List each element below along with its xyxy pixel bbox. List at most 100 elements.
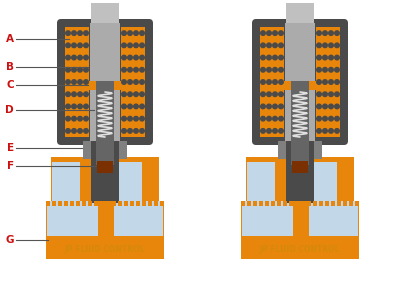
- Bar: [271, 254, 275, 259]
- Bar: [51, 157, 55, 162]
- Circle shape: [66, 68, 70, 72]
- Bar: [106, 201, 110, 206]
- Bar: [253, 254, 257, 259]
- Bar: [64, 254, 68, 259]
- Bar: [325, 254, 329, 259]
- Circle shape: [72, 68, 76, 72]
- Circle shape: [323, 129, 327, 133]
- Bar: [57, 157, 61, 162]
- Circle shape: [84, 92, 88, 97]
- Circle shape: [317, 80, 321, 84]
- Circle shape: [317, 116, 321, 121]
- Bar: [264, 157, 268, 162]
- Bar: [130, 254, 134, 259]
- Bar: [271, 201, 275, 206]
- Bar: [51, 157, 159, 201]
- Bar: [286, 141, 314, 203]
- Bar: [130, 201, 134, 206]
- Bar: [105, 157, 109, 162]
- Circle shape: [122, 55, 126, 60]
- Bar: [282, 157, 286, 162]
- Circle shape: [78, 68, 82, 72]
- Bar: [160, 254, 164, 259]
- Circle shape: [140, 104, 144, 109]
- Circle shape: [134, 116, 138, 121]
- Circle shape: [128, 116, 132, 121]
- Bar: [241, 254, 245, 259]
- Bar: [355, 201, 359, 206]
- Bar: [70, 201, 74, 206]
- Bar: [124, 254, 128, 259]
- Bar: [118, 254, 122, 259]
- Circle shape: [128, 55, 132, 60]
- Bar: [154, 254, 158, 259]
- Bar: [118, 201, 122, 206]
- Bar: [330, 157, 334, 162]
- Bar: [100, 201, 104, 206]
- Circle shape: [273, 92, 277, 97]
- Circle shape: [279, 43, 283, 48]
- Circle shape: [66, 31, 70, 36]
- Circle shape: [279, 104, 283, 109]
- Circle shape: [140, 68, 144, 72]
- Circle shape: [261, 129, 265, 133]
- Bar: [112, 254, 116, 259]
- Bar: [65, 27, 89, 137]
- Bar: [286, 3, 314, 23]
- Bar: [153, 157, 157, 162]
- Bar: [307, 254, 311, 259]
- Circle shape: [261, 92, 265, 97]
- Circle shape: [335, 80, 339, 84]
- Circle shape: [84, 129, 88, 133]
- Circle shape: [140, 116, 144, 121]
- Bar: [313, 201, 317, 206]
- Circle shape: [140, 43, 144, 48]
- Bar: [291, 81, 309, 165]
- Circle shape: [78, 80, 82, 84]
- Circle shape: [140, 129, 144, 133]
- Bar: [258, 157, 262, 162]
- Circle shape: [261, 104, 265, 109]
- Bar: [46, 201, 50, 206]
- Bar: [292, 161, 308, 173]
- Circle shape: [273, 31, 277, 36]
- Bar: [58, 254, 62, 259]
- Text: B: B: [6, 62, 14, 72]
- Circle shape: [267, 116, 271, 121]
- Bar: [301, 254, 305, 259]
- Bar: [87, 157, 91, 162]
- Circle shape: [279, 31, 283, 36]
- Bar: [64, 201, 68, 206]
- Circle shape: [84, 80, 88, 84]
- Bar: [252, 157, 256, 162]
- Text: JP FLUID CONTROL: JP FLUID CONTROL: [65, 246, 145, 255]
- Circle shape: [273, 104, 277, 109]
- Bar: [117, 157, 121, 162]
- Bar: [331, 201, 335, 206]
- Circle shape: [78, 116, 82, 121]
- Bar: [97, 161, 113, 173]
- Circle shape: [329, 104, 333, 109]
- Bar: [94, 201, 98, 206]
- Bar: [283, 254, 287, 259]
- Circle shape: [279, 55, 283, 60]
- Bar: [124, 201, 128, 206]
- Bar: [247, 254, 251, 259]
- Bar: [52, 201, 56, 206]
- Bar: [58, 201, 62, 206]
- Circle shape: [335, 55, 339, 60]
- Bar: [349, 254, 353, 259]
- Circle shape: [317, 104, 321, 109]
- Circle shape: [335, 116, 339, 121]
- Bar: [342, 157, 346, 162]
- Bar: [259, 201, 263, 206]
- Bar: [75, 157, 79, 162]
- Bar: [270, 157, 274, 162]
- Circle shape: [267, 92, 271, 97]
- Circle shape: [273, 43, 277, 48]
- Circle shape: [261, 68, 265, 72]
- Circle shape: [323, 92, 327, 97]
- Circle shape: [273, 68, 277, 72]
- Circle shape: [279, 92, 283, 97]
- Bar: [98, 201, 112, 259]
